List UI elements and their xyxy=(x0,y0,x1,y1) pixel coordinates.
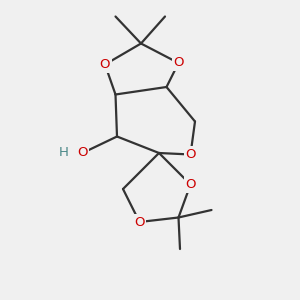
Text: O: O xyxy=(185,178,196,191)
Text: O: O xyxy=(173,56,184,70)
Text: O: O xyxy=(100,58,110,71)
Text: H: H xyxy=(59,146,69,160)
Text: O: O xyxy=(77,146,88,160)
Text: O: O xyxy=(134,215,145,229)
Text: O: O xyxy=(185,148,196,161)
